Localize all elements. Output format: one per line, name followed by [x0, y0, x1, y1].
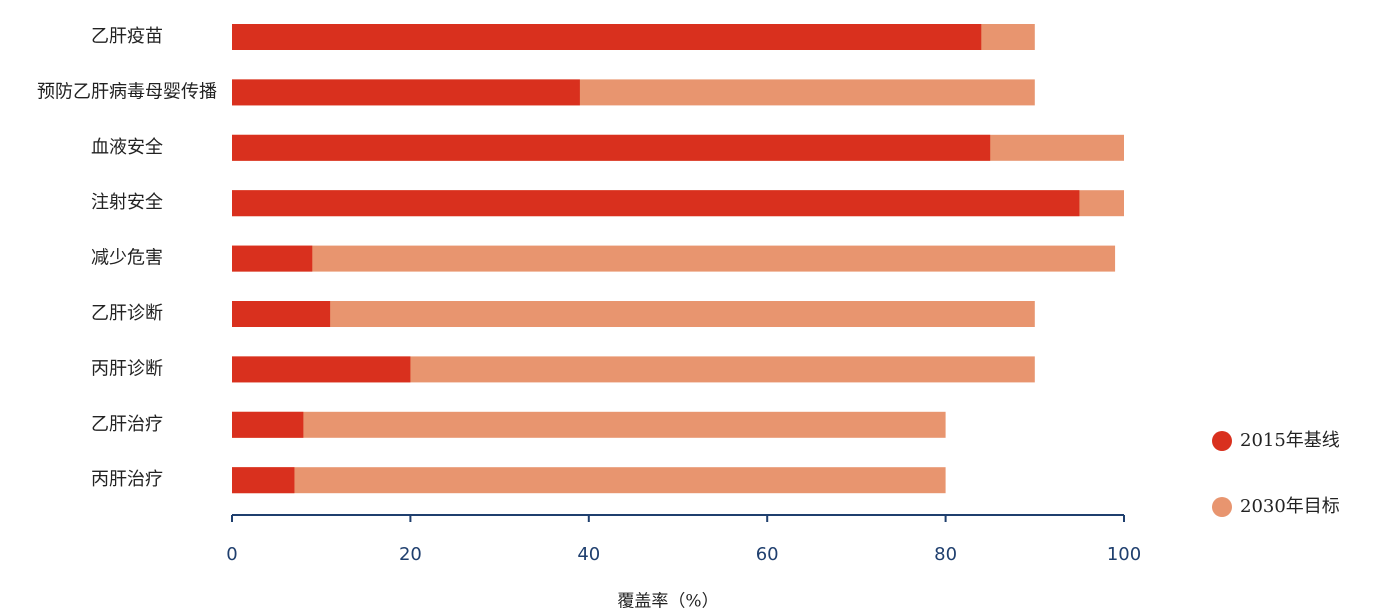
- y-tick-label: 血液安全: [91, 137, 163, 158]
- bar: [232, 411, 946, 438]
- bar: [232, 356, 411, 383]
- bar: [232, 411, 304, 438]
- bar: [232, 467, 295, 494]
- x-tick-label: 80: [934, 544, 957, 565]
- bar: [232, 24, 982, 50]
- x-tick-label: 40: [577, 544, 600, 565]
- bar: [232, 301, 1035, 327]
- y-tick-label: 乙肝诊断: [91, 303, 163, 324]
- x-axis-title: 覆盖率（%）: [617, 592, 718, 612]
- bar: [232, 467, 946, 494]
- x-tick-label: 20: [399, 544, 422, 565]
- bar: [232, 245, 313, 272]
- legend-marker: [1212, 497, 1232, 517]
- x-tick-label: 100: [1107, 544, 1141, 565]
- bar: [232, 190, 1080, 217]
- bar: [232, 245, 1116, 272]
- bar: [232, 134, 991, 161]
- y-tick-label: 乙肝治疗: [91, 414, 163, 435]
- x-tick-label: 60: [756, 544, 779, 565]
- legend-marker: [1212, 431, 1232, 451]
- bar: [232, 301, 331, 327]
- legend-label: 2015年基线: [1240, 430, 1340, 451]
- y-tick-label: 丙肝治疗: [91, 469, 163, 490]
- y-tick-label: 乙肝疫苗: [91, 26, 163, 47]
- y-tick-label: 预防乙肝病毒母婴传播: [37, 81, 217, 102]
- y-tick-label: 丙肝诊断: [91, 358, 163, 379]
- y-tick-label: 减少危害: [91, 248, 163, 269]
- x-tick-label: 0: [226, 544, 237, 565]
- y-tick-label: 注射安全: [91, 192, 163, 213]
- bar: [232, 79, 580, 106]
- legend-label: 2030年目标: [1240, 496, 1340, 517]
